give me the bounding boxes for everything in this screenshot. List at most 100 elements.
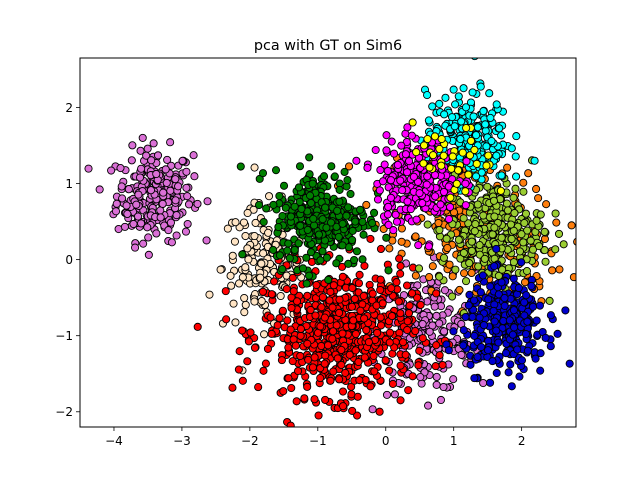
scatter-point-series-5 <box>360 261 369 270</box>
scatter-point-series-8 <box>497 171 506 180</box>
scatter-point-series-0 <box>203 197 212 206</box>
scatter-point-series-10 <box>447 164 456 173</box>
scatter-point-series-6 <box>321 203 330 212</box>
scatter-point-series-7 <box>423 220 432 229</box>
scatter-point-series-5 <box>388 379 397 388</box>
scatter-point-series-4 <box>434 218 443 228</box>
x-tick-label: 1 <box>450 434 458 448</box>
scatter-point-series-0 <box>132 200 141 209</box>
scatter-point-series-10 <box>420 141 429 150</box>
scatter-point-series-6 <box>294 239 303 248</box>
scatter-point-series-6 <box>342 211 351 220</box>
y-tick-label: 1 <box>65 177 73 191</box>
scatter-point-series-2 <box>368 405 377 414</box>
scatter-point-series-0 <box>136 146 145 155</box>
scatter-point-series-0 <box>183 192 192 201</box>
scatter-point-series-10 <box>465 151 475 160</box>
scatter-point-series-0 <box>171 196 180 205</box>
scatter-point-series-5 <box>338 402 348 411</box>
scatter-point-series-9 <box>383 210 392 219</box>
scatter-point-series-5 <box>411 326 420 336</box>
scatter-point-series-8 <box>440 110 449 119</box>
scatter-point-series-5 <box>246 328 255 337</box>
scatter-point-series-6 <box>238 250 247 259</box>
scatter-point-series-9 <box>422 180 431 189</box>
scatter-point-series-0 <box>120 222 129 231</box>
scatter-point-series-5 <box>338 272 347 281</box>
scatter-point-series-0 <box>172 211 181 220</box>
scatter-point-series-5 <box>275 314 284 323</box>
scatter-point-series-4 <box>573 237 576 246</box>
scatter-point-series-5 <box>376 244 386 253</box>
scatter-point-series-1 <box>240 308 249 317</box>
scatter-point-series-11 <box>459 341 468 350</box>
scatter-point-series-0 <box>135 173 145 182</box>
scatter-point-series-7 <box>554 229 564 238</box>
scatter-point-series-5 <box>308 363 317 372</box>
scatter-point-series-11 <box>517 258 526 267</box>
scatter-point-series-6 <box>275 251 284 260</box>
scatter-point-series-7 <box>465 259 474 268</box>
scatter-point-series-6 <box>338 241 347 250</box>
scatter-point-series-9 <box>387 137 396 146</box>
scatter-point-series-5 <box>283 316 292 325</box>
scatter-point-series-5 <box>438 360 447 370</box>
scatter-point-series-5 <box>243 357 252 366</box>
scatter-point-series-6 <box>327 162 336 171</box>
scatter-point-series-11 <box>500 301 509 310</box>
scatter-point-series-0 <box>152 229 161 238</box>
scatter-point-series-9 <box>405 157 414 166</box>
scatter-point-series-4 <box>445 260 454 269</box>
scatter-point-series-8 <box>486 113 495 122</box>
scatter-point-series-11 <box>553 329 562 338</box>
scatter-point-series-7 <box>483 182 492 191</box>
scatter-point-series-5 <box>329 367 338 376</box>
scatter-point-series-11 <box>528 302 538 311</box>
scatter-point-series-5 <box>317 341 326 351</box>
scatter-point-series-7 <box>551 245 560 254</box>
scatter-point-series-11 <box>444 346 453 355</box>
scatter-point-series-1 <box>240 293 249 303</box>
scatter-point-series-5 <box>222 315 231 324</box>
scatter-point-series-6 <box>303 225 312 234</box>
scatter-point-series-5 <box>221 287 230 296</box>
scatter-point-series-10 <box>484 151 493 160</box>
scatter-point-series-11 <box>494 338 503 347</box>
scatter-point-series-7 <box>506 220 515 229</box>
scatter-point-series-5 <box>325 296 334 305</box>
scatter-point-series-6 <box>281 203 290 212</box>
scatter-point-series-5 <box>375 407 384 416</box>
scatter-point-series-5 <box>288 273 297 282</box>
scatter-point-series-7 <box>439 253 449 262</box>
scatter-point-series-11 <box>523 346 532 355</box>
scatter-point-series-6 <box>309 214 318 223</box>
scatter-point-series-5 <box>270 277 279 286</box>
scatter-point-series-0 <box>137 219 146 228</box>
scatter-point-series-1 <box>228 251 237 260</box>
scatter-point-series-9 <box>415 189 424 198</box>
scatter-point-series-5 <box>362 326 371 335</box>
scatter-point-series-1 <box>227 281 236 290</box>
scatter-point-series-5 <box>250 343 259 352</box>
scatter-point-series-5 <box>403 325 412 335</box>
scatter-point-series-5 <box>396 261 405 271</box>
scatter-point-series-0 <box>174 182 183 191</box>
scatter-point-series-11 <box>489 306 498 315</box>
scatter-point-series-5 <box>338 387 348 396</box>
scatter-point-series-11 <box>492 368 501 378</box>
scatter-point-series-0 <box>166 138 175 147</box>
scatter-point-series-5 <box>381 356 390 365</box>
scatter-point-series-8 <box>476 82 485 91</box>
scatter-point-series-1 <box>238 273 247 282</box>
scatter-point-series-6 <box>304 271 314 280</box>
scatter-point-series-11 <box>488 357 497 366</box>
scatter-point-series-8 <box>459 84 468 93</box>
scatter-point-series-6 <box>290 202 299 211</box>
scatter-point-series-11 <box>473 352 482 362</box>
scatter-point-series-6 <box>306 248 316 257</box>
chart-title: pca with GT on Sim6 <box>254 38 402 54</box>
scatter-point-series-5 <box>284 343 293 352</box>
y-tick-label: −2 <box>55 405 73 419</box>
scatter-point-series-6 <box>335 197 344 206</box>
